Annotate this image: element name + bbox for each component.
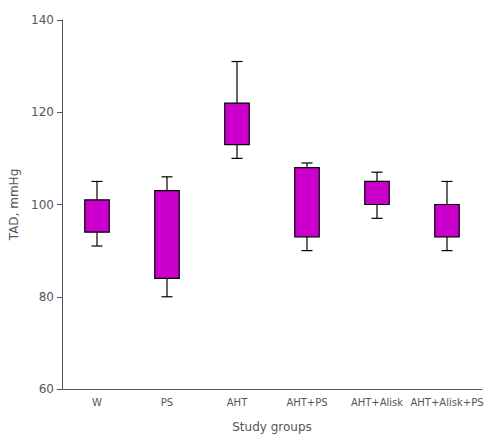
svg-text:Study groups: Study groups [232,420,312,434]
svg-text:AHT: AHT [227,397,248,408]
svg-text:PS: PS [161,397,173,408]
svg-text:60: 60 [39,382,54,396]
svg-text:140: 140 [31,13,54,27]
svg-text:100: 100 [31,198,54,212]
svg-text:AHT+Alisk: AHT+Alisk [351,397,403,408]
svg-text:W: W [92,397,102,408]
svg-text:TAD, mmHg: TAD, mmHg [7,169,21,242]
svg-text:80: 80 [39,290,54,304]
svg-text:AHT+Alisk+PS: AHT+Alisk+PS [410,397,483,408]
svg-text:120: 120 [31,105,54,119]
svg-text:AHT+PS: AHT+PS [286,397,327,408]
